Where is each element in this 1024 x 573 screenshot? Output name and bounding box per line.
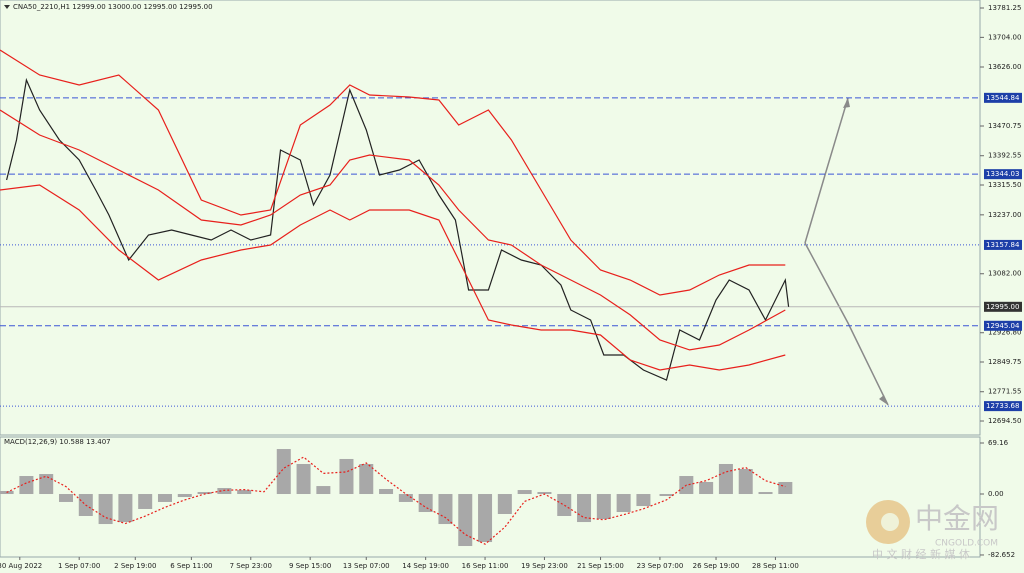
y-tick-label: 13082.00 <box>988 270 1021 278</box>
level-label-bg <box>984 239 1022 250</box>
price-line <box>0 184 786 371</box>
level-label: 13344.03 <box>986 170 1019 178</box>
macd-bar <box>138 494 153 509</box>
x-tick-label: 9 Sep 15:00 <box>289 562 331 570</box>
x-tick-label: 14 Sep 19:00 <box>402 562 449 570</box>
arrow-down <box>804 242 889 406</box>
macd-frame <box>0 436 981 558</box>
y-tick-label: 13237.00 <box>988 211 1021 219</box>
level-label: 12995.00 <box>986 303 1019 311</box>
price-line <box>0 49 786 296</box>
macd-bar <box>778 481 793 495</box>
price-line <box>0 109 786 351</box>
tagline: 中 文 财 经 新 媒 体 <box>872 547 970 561</box>
x-tick-label: 26 Sep 19:00 <box>693 562 740 570</box>
macd-bar <box>478 494 493 543</box>
macd-bar <box>517 490 532 495</box>
macd-bar <box>497 494 512 515</box>
menu-icon <box>4 5 10 9</box>
level-label: 13544.84 <box>986 94 1020 102</box>
y-tick-label: 0.00 <box>988 490 1004 498</box>
macd-bar <box>636 494 651 507</box>
x-tick-label: 23 Sep 07:00 <box>637 562 684 570</box>
macd-bar <box>177 494 192 498</box>
macd-bar <box>98 494 113 525</box>
macd-title: MACD(12,26,9) 10.588 13.407 <box>4 438 111 446</box>
level-label-bg <box>984 301 1022 312</box>
macd-bar <box>718 463 733 495</box>
macd-bar <box>659 494 674 497</box>
price-line <box>6 77 790 381</box>
y-tick-label: 12926.80 <box>988 329 1021 337</box>
level-label: 12733.68 <box>986 402 1019 410</box>
site: CNGOLD.COM <box>935 539 998 549</box>
y-tick-label: 13470.75 <box>988 122 1021 130</box>
x-tick-label: 7 Sep 23:00 <box>230 562 272 570</box>
macd-bar <box>217 488 232 495</box>
price-title: CNA50_2210,H1 12999.00 13000.00 12995.00… <box>13 3 213 11</box>
y-tick-label: 69.16 <box>988 439 1009 447</box>
arrow-head <box>879 395 888 405</box>
macd-bar <box>58 494 73 502</box>
arrow-up <box>804 97 849 244</box>
x-tick-label: 21 Sep 15:00 <box>577 562 624 570</box>
x-tick-label: 16 Sep 11:00 <box>462 562 509 570</box>
macd-bar <box>19 476 34 495</box>
macd-bar <box>359 463 374 495</box>
signal-line <box>6 456 786 545</box>
y-tick-label: 13392.55 <box>988 152 1021 160</box>
x-tick-label: 6 Sep 11:00 <box>170 562 212 570</box>
x-tick-label: 13 Sep 07:00 <box>343 562 390 570</box>
price-frame <box>0 0 981 436</box>
macd-bar <box>738 469 753 495</box>
level-label-bg <box>984 401 1022 412</box>
macd-bar <box>596 494 611 520</box>
level-label: 12945.04 <box>986 322 1020 330</box>
macd-bar <box>398 494 413 502</box>
macd-bar <box>379 488 394 495</box>
y-tick-label: 13315.50 <box>988 181 1021 189</box>
level-label-bg <box>984 169 1022 180</box>
projection-arrows <box>804 97 889 406</box>
macd-bar <box>157 494 172 502</box>
macd-bar <box>237 490 252 495</box>
macd-bar <box>39 474 54 495</box>
macd-bar <box>537 492 552 495</box>
level-label: 13157.84 <box>986 241 1020 249</box>
y-tick-label: 13781.25 <box>988 4 1021 12</box>
macd-bar <box>458 494 473 547</box>
macd-bar <box>118 494 133 523</box>
x-tick-label: 28 Sep 11:00 <box>752 562 799 570</box>
macd-bar <box>339 458 354 495</box>
brand: 中金网 <box>915 502 999 535</box>
y-tick-label: 13626.00 <box>988 63 1021 71</box>
macd-bar <box>316 486 331 495</box>
macd-bar <box>276 449 291 495</box>
watermark: 中金网 CNGOLD.COM 中 文 财 经 新 媒 体 <box>866 500 999 561</box>
logo-inner <box>881 513 899 531</box>
y-tick-label: 12849.75 <box>988 358 1021 366</box>
macd-bar <box>197 492 212 495</box>
arrow-head <box>843 98 850 108</box>
y-tick-label: 12694.50 <box>988 417 1021 425</box>
x-tick-label: 1 Sep 07:00 <box>58 562 100 570</box>
x-tick-label: 2 Sep 19:00 <box>114 562 156 570</box>
macd-bar <box>418 494 433 513</box>
macd-bar <box>699 481 714 495</box>
macd-bar <box>296 463 311 495</box>
macd-bar <box>557 494 572 516</box>
macd-bar <box>758 492 773 495</box>
macd-bar <box>438 494 453 525</box>
macd-bar <box>616 494 631 513</box>
x-tick-label: 30 Aug 2022 <box>0 562 42 570</box>
y-tick-label: -82.652 <box>988 551 1015 559</box>
y-tick-label: 12771.55 <box>988 388 1021 396</box>
macd-bar <box>577 494 592 523</box>
level-label-bg <box>984 320 1022 331</box>
x-tick-label: 19 Sep 23:00 <box>521 562 568 570</box>
level-label-bg <box>984 92 1022 103</box>
y-tick-label: 13704.00 <box>988 33 1021 41</box>
